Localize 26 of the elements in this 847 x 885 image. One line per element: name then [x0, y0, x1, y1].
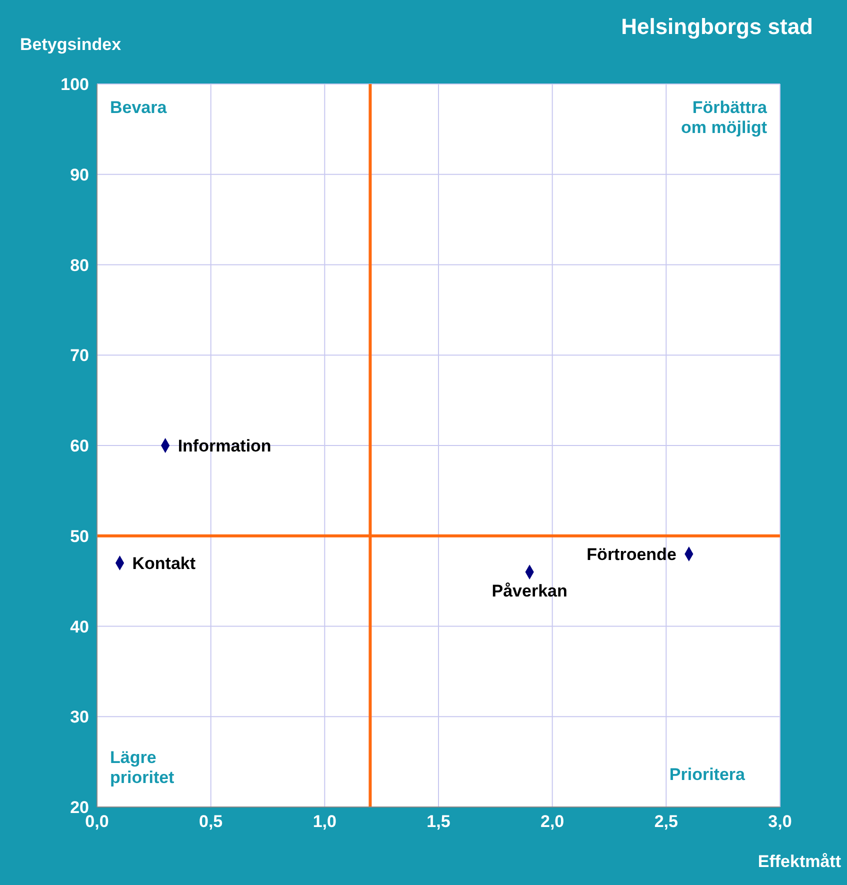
- y-tick-label: 70: [70, 346, 89, 366]
- x-tick-label: 1,5: [426, 812, 450, 832]
- annotation: Förbättra om möjligt: [681, 98, 767, 138]
- y-tick-label: 100: [60, 75, 89, 94]
- annotation: Bevara: [110, 98, 167, 118]
- y-tick-label: 80: [70, 256, 89, 275]
- x-tick-label: 2,0: [540, 812, 564, 832]
- series-label: Påverkan: [492, 582, 568, 601]
- y-tick-label: 90: [70, 165, 89, 184]
- series-label: Information: [178, 436, 272, 456]
- x-tick-label: 1,0: [312, 812, 336, 832]
- annotation: Prioritera: [669, 765, 745, 785]
- y-tick-label: 60: [70, 436, 89, 456]
- chart-title: Helsingborgs stad: [621, 14, 813, 40]
- y-axis-title: Betygsindex: [20, 35, 122, 55]
- x-axis-title: Effektmått: [758, 852, 841, 872]
- x-tick-label: 0,5: [199, 812, 223, 832]
- y-tick-label: 40: [70, 617, 89, 636]
- x-tick-label: 2,5: [654, 812, 678, 832]
- y-tick-label: 30: [70, 708, 89, 727]
- series-label: Förtroende: [586, 544, 676, 564]
- annotation: Lägre prioritet: [110, 748, 174, 788]
- x-tick-label: 0,0: [85, 812, 109, 832]
- series-label: Kontakt: [132, 554, 196, 574]
- y-tick-label: 50: [70, 526, 89, 546]
- x-tick-label: 3,0: [768, 812, 792, 832]
